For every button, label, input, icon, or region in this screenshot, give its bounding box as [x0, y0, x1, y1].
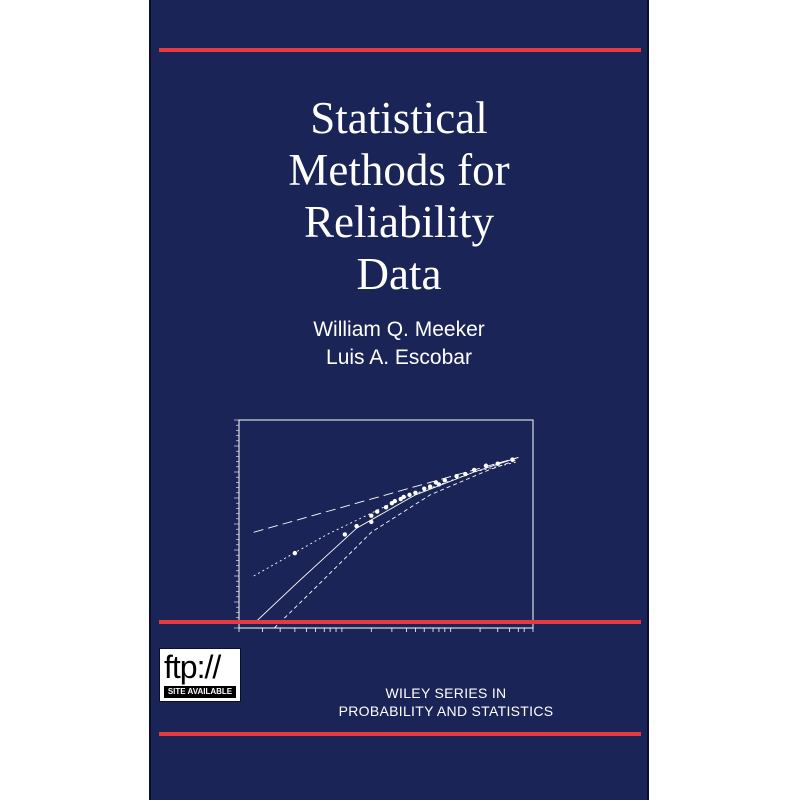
data-point [510, 457, 515, 462]
data-point [454, 473, 459, 479]
data-point [483, 463, 489, 468]
fit-line-4 [273, 459, 519, 629]
data-point [422, 486, 427, 491]
bottom-red-rule [159, 732, 641, 736]
title-line-4: Data [356, 249, 442, 299]
fit-line-1 [253, 456, 519, 533]
series-name: WILEY SERIES IN PROBABILITY AND STATISTI… [251, 684, 641, 720]
data-point [413, 490, 418, 495]
data-point [407, 492, 412, 498]
data-point [369, 513, 374, 518]
data-point [436, 482, 442, 487]
title-line-1: Statistical [310, 93, 488, 143]
data-point [463, 471, 468, 477]
data-point [354, 523, 359, 529]
data-point [442, 478, 447, 483]
data-point [427, 484, 433, 489]
book-authors: William Q. Meeker Luis A. Escobar [151, 316, 647, 372]
data-point [495, 461, 500, 466]
title-line-3: Reliability [304, 197, 494, 247]
middle-red-rule [159, 620, 641, 624]
author-2: Luis A. Escobar [326, 346, 472, 369]
ftp-badge-text: ftp:// [164, 649, 221, 685]
ftp-site-badge: ftp:// SITE AVAILABLE [159, 648, 241, 702]
reliability-plot [234, 419, 534, 632]
top-red-rule [159, 48, 641, 52]
author-1: William Q. Meeker [313, 318, 485, 341]
fit-line-3 [253, 456, 519, 625]
data-point [392, 498, 398, 504]
series-line-2: PROBABILITY AND STATISTICS [338, 703, 554, 719]
data-point [374, 509, 380, 514]
ftp-badge-subtext: SITE AVAILABLE [164, 686, 236, 698]
fit-line-2 [253, 461, 519, 577]
data-point [472, 467, 477, 473]
book-title: Statistical Methods for Reliability Data [151, 92, 647, 300]
data-point [383, 505, 389, 510]
data-point [401, 494, 406, 500]
data-point [342, 532, 348, 537]
book-cover: Statistical Methods for Reliability Data… [149, 0, 649, 800]
data-point [292, 550, 298, 556]
data-point [369, 519, 374, 525]
series-line-1: WILEY SERIES IN [385, 685, 507, 701]
title-line-2: Methods for [288, 145, 510, 195]
